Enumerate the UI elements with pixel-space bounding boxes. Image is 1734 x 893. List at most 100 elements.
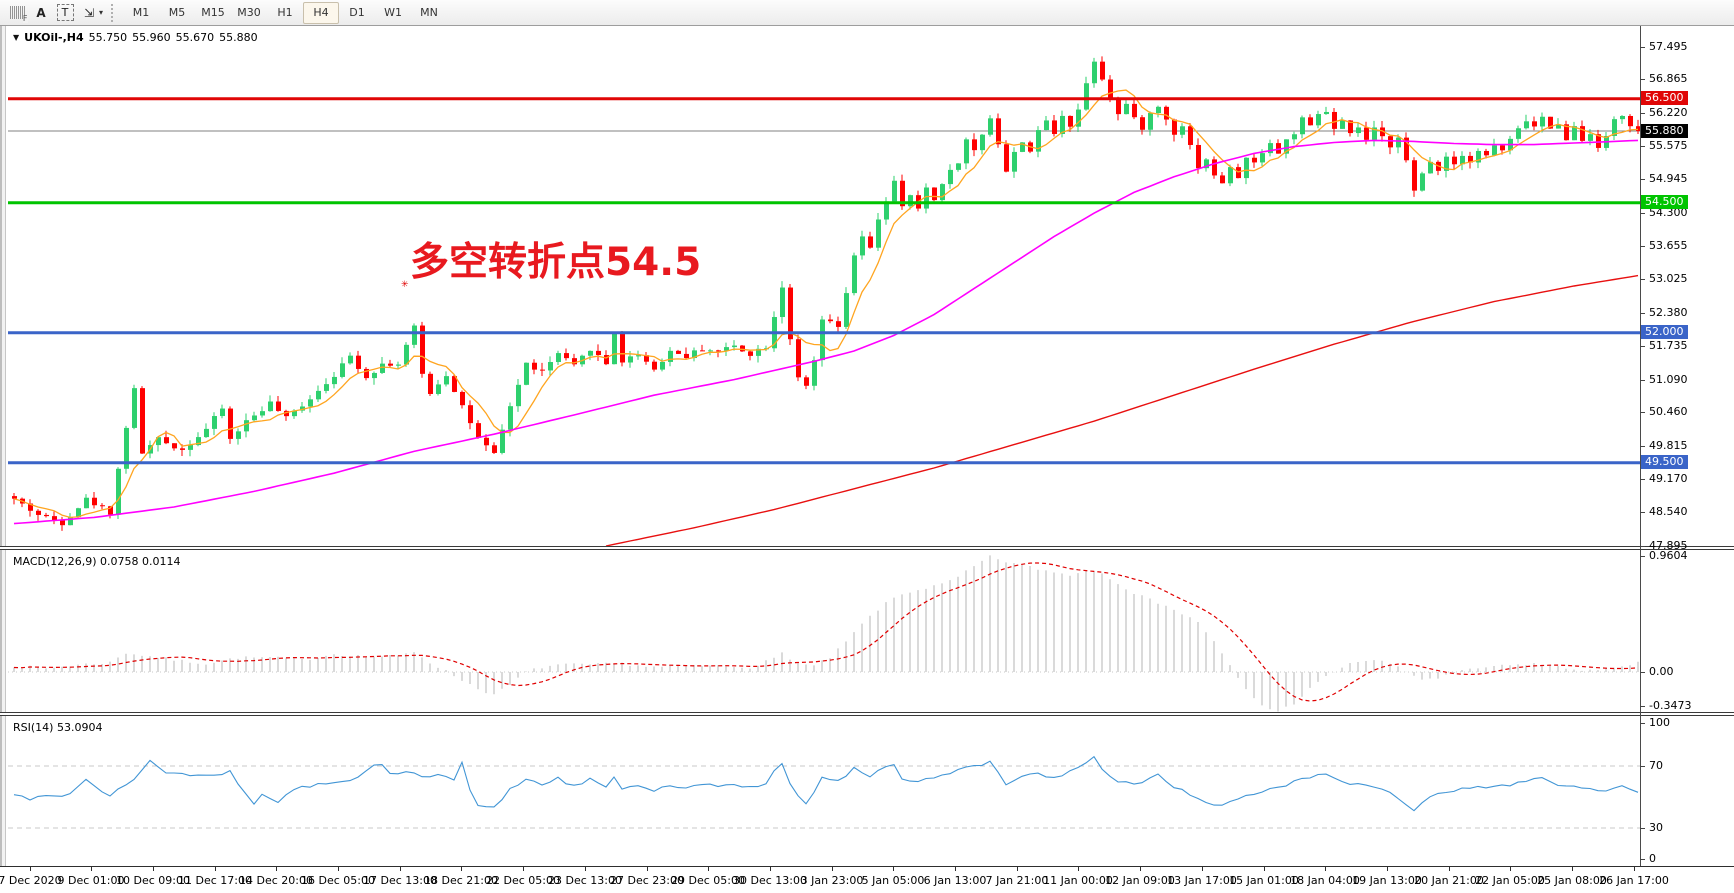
time-axis-tick: [770, 867, 771, 871]
time-axis-label: 26 Jan 17:00: [1599, 874, 1669, 887]
timeframe-button-d1[interactable]: D1: [349, 5, 365, 19]
price-level-tag: 49.500: [1641, 455, 1688, 469]
time-axis-label: 29 Dec 05:00: [671, 874, 745, 887]
ohlc-open: 55.750: [88, 31, 128, 44]
price-axis-label: 57.495: [1649, 40, 1688, 53]
axis-tick: [1640, 246, 1645, 247]
rsi-chart-canvas[interactable]: [8, 716, 1640, 866]
time-axis-label: 16 Dec 05:00: [301, 874, 375, 887]
axis-tick: [1640, 546, 1645, 547]
axis-tick: [1640, 146, 1645, 147]
label-tool-icon[interactable]: A: [36, 5, 46, 20]
chart-symbol-title: ▼ UKOil-,H4 55.750 55.960 55.670 55.880: [13, 31, 258, 44]
text-box-icon: T: [56, 4, 74, 21]
time-axis-tick: [30, 867, 31, 871]
time-axis-label: 25 Jan 08:00: [1537, 874, 1607, 887]
timeframe-button-m30[interactable]: M30: [237, 5, 261, 19]
time-axis[interactable]: 7 Dec 2020 9 Dec 01:00 10 Dec 09:00 11 Dec …: [0, 866, 1734, 893]
time-axis-label: 13 Jan 17:00: [1167, 874, 1237, 887]
timeframe-button-h1[interactable]: H1: [277, 5, 293, 19]
macd-axis-label: -0.3473: [1649, 699, 1692, 712]
ohlc-high: 55.960: [132, 31, 171, 44]
price-axis-label: 55.575: [1649, 139, 1688, 152]
spike-marker-icon: ✳: [401, 280, 409, 290]
axis-tick: [1640, 380, 1645, 381]
macd-indicator-label: MACD(12,26,9) 0.0758 0.0114: [13, 555, 181, 568]
rsi-axis-label: 70: [1649, 759, 1663, 772]
price-axis-label: 49.815: [1649, 439, 1688, 452]
time-axis-label: 12 Jan 09:00: [1105, 874, 1175, 887]
timeframe-button-mn[interactable]: MN: [420, 5, 438, 19]
time-axis-tick: [215, 867, 216, 871]
axis-tick: [1640, 479, 1645, 480]
axis-tick: [1640, 213, 1645, 214]
time-axis-label: 27 Dec 23:00: [610, 874, 684, 887]
collapse-triangle-icon[interactable]: ▼: [13, 33, 20, 42]
time-axis-label: 15 Jan 01:00: [1229, 874, 1299, 887]
ohlc-close: 55.880: [219, 31, 258, 44]
time-axis-tick: [276, 867, 277, 871]
price-level-tag: 52.000: [1641, 325, 1688, 339]
panel-splitter[interactable]: [0, 712, 1734, 716]
price-axis-label: 47.895: [1649, 539, 1688, 552]
text-tool-icon[interactable]: T: [53, 3, 77, 23]
time-axis-tick: [1325, 867, 1326, 871]
axis-tick: [1640, 47, 1645, 48]
time-axis-tick: [1387, 867, 1388, 871]
dropdown-caret-icon[interactable]: ▾: [99, 8, 104, 17]
axis-tick: [1640, 346, 1645, 347]
price-level-tag: 56.500: [1641, 91, 1688, 105]
rsi-value: 53.0904: [56, 721, 103, 734]
time-axis-tick: [461, 867, 462, 871]
time-axis-label: 11 Jan 00:00: [1043, 874, 1113, 887]
rsi-axis-label: 100: [1649, 716, 1670, 729]
time-axis-tick: [585, 867, 586, 871]
time-axis-label: 22 Dec 05:00: [486, 874, 560, 887]
time-axis-tick: [1264, 867, 1265, 871]
price-axis-label: 56.865: [1649, 72, 1688, 85]
window-left-frame: [0, 26, 6, 893]
time-axis-label: 22 Jan 05:00: [1475, 874, 1545, 887]
axis-tick: [1640, 512, 1645, 513]
time-axis-label: 19 Jan 13:00: [1352, 874, 1422, 887]
macd-chart-canvas[interactable]: [8, 551, 1640, 712]
timeframe-button-w1[interactable]: W1: [384, 5, 402, 19]
rsi-axis-label: 0: [1649, 852, 1656, 865]
time-axis-label: 30 Dec 13:00: [733, 874, 807, 887]
timeframe-button-m15[interactable]: M15: [201, 5, 225, 19]
price-level-tag: 54.500: [1641, 195, 1688, 209]
time-axis-tick: [1202, 867, 1203, 871]
time-axis-label: 6 Jan 13:00: [923, 874, 987, 887]
time-axis-label: 20 Jan 21:00: [1414, 874, 1484, 887]
time-axis-label: 5 Jan 05:00: [861, 874, 925, 887]
timeframe-button-h4[interactable]: H4: [303, 1, 340, 24]
time-axis-tick: [955, 867, 956, 871]
price-axis-label: 48.540: [1649, 505, 1688, 518]
rsi-axis-label: 30: [1649, 821, 1663, 834]
macd-name: MACD(12,26,9): [13, 555, 97, 568]
time-axis-label: 14 Dec 20:00: [239, 874, 313, 887]
axis-tick: [1640, 672, 1645, 673]
time-axis-tick: [832, 867, 833, 871]
axis-tick: [1640, 79, 1645, 80]
price-axis-label: 50.460: [1649, 405, 1688, 418]
price-chart-canvas[interactable]: [8, 26, 1640, 546]
timeframe-button-group: M1 M5 M15 M30 H1 H4 D1 W1 MN: [123, 1, 447, 24]
axis-tick: [1640, 313, 1645, 314]
price-axis-label: 56.220: [1649, 106, 1688, 119]
time-axis-tick: [1449, 867, 1450, 871]
time-axis-label: 7 Dec 2020: [0, 874, 62, 887]
rsi-name: RSI(14): [13, 721, 54, 734]
axis-tick: [1640, 113, 1645, 114]
crosshair-grid-tool-icon[interactable]: F: [5, 3, 29, 23]
timeframe-button-m5[interactable]: M5: [168, 5, 186, 19]
symbol-label: UKOil-,H4: [24, 31, 84, 44]
arrow-objects-tool-icon[interactable]: ⇲: [83, 5, 95, 20]
timeframe-button-m1[interactable]: M1: [132, 5, 150, 19]
panel-splitter[interactable]: [0, 546, 1734, 550]
rsi-indicator-label: RSI(14) 53.0904: [13, 721, 102, 734]
price-axis-label: 49.170: [1649, 472, 1688, 485]
price-axis-label: 53.025: [1649, 272, 1688, 285]
time-axis-tick: [338, 867, 339, 871]
